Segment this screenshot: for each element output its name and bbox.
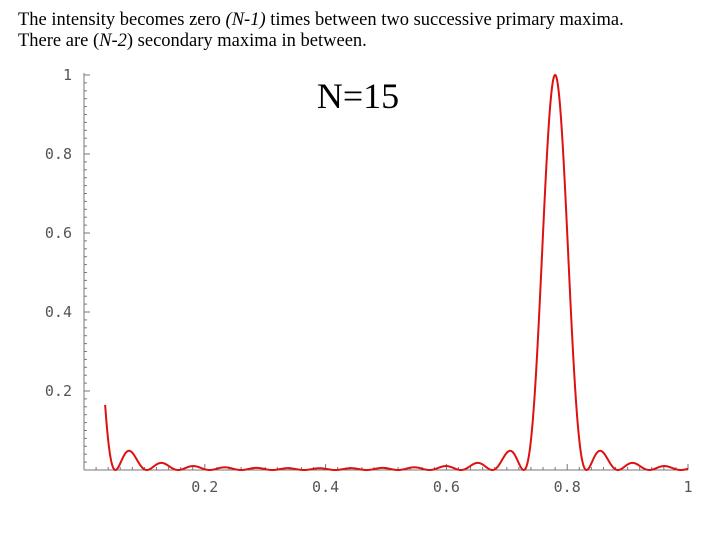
chart-axes bbox=[83, 73, 688, 471]
caption-line-2-prefix: There are ( bbox=[18, 31, 100, 51]
caption-line-1-prefix: The intensity becomes zero bbox=[18, 10, 226, 30]
caption-line-2-emphasis: N-2 bbox=[99, 31, 127, 51]
x-tick-label: 1 bbox=[683, 478, 692, 496]
caption-line-1: The intensity becomes zero (N-1) times b… bbox=[18, 10, 708, 31]
chart-ticks: 0.2 0.4 0.6 0.8 1 0.2 0.4 0.6 0.8 1 bbox=[45, 66, 693, 496]
caption-line-1-emphasis: (N-1) bbox=[225, 10, 266, 30]
x-tick-label: 0.6 bbox=[433, 478, 460, 496]
caption: The intensity becomes zero (N-1) times b… bbox=[18, 10, 708, 52]
x-tick-label: 0.8 bbox=[554, 478, 581, 496]
y-tick-label: 1 bbox=[63, 66, 72, 84]
caption-line-2: There are (N-2) secondary maxima in betw… bbox=[18, 31, 708, 52]
caption-line-1-suffix: times between two successive primary max… bbox=[265, 10, 624, 30]
y-tick-label: 0.6 bbox=[45, 224, 72, 242]
x-tick-label: 0.2 bbox=[191, 478, 218, 496]
x-tick-label: 0.4 bbox=[312, 478, 339, 496]
intensity-curve bbox=[104, 73, 689, 472]
y-tick-label: 0.4 bbox=[45, 303, 72, 321]
caption-line-2-suffix: ) secondary maxima in between. bbox=[126, 31, 367, 51]
y-tick-label: 0.8 bbox=[45, 145, 72, 163]
y-tick-label: 0.2 bbox=[45, 382, 72, 400]
chart-title: N=15 bbox=[317, 76, 399, 116]
